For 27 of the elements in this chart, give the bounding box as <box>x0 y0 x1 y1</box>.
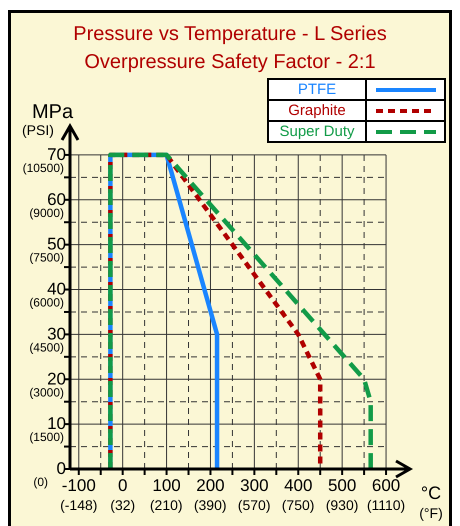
x-tick-label: 100 <box>152 476 181 495</box>
x2-tick-label: (-148) <box>60 497 98 513</box>
line-series <box>108 152 373 469</box>
y-axis-title: MPa <box>32 101 74 123</box>
x-tick-label: 600 <box>372 476 400 495</box>
x2-axis-title: (°F) <box>419 505 443 521</box>
chart-subtitle: Overpressure Safety Factor - 2:1 <box>83 50 377 75</box>
x-tick-label: 500 <box>328 476 356 495</box>
chart-title: Pressure vs Temperature - L Series <box>72 22 388 47</box>
x-tick-label: 0 <box>118 476 128 495</box>
text: PTFE <box>268 79 366 100</box>
legend-label: Super Duty <box>268 121 366 142</box>
y2-tick-label: (0) <box>33 475 48 489</box>
x-tick-label: 300 <box>240 476 269 495</box>
x-tick-label: 400 <box>284 476 312 495</box>
legend-label: Graphite <box>268 100 366 121</box>
x2-tick-label: (210) <box>150 497 183 513</box>
x-tick-label: 200 <box>196 476 225 495</box>
x-axis-title: °C <box>420 483 442 503</box>
x2-tick-label: (32) <box>110 497 136 513</box>
x-tick-label: -100 <box>62 476 96 495</box>
y2-axis-title: (PSI) <box>22 122 54 138</box>
x2-tick-label: (570) <box>238 497 270 513</box>
x2-tick-label: (750) <box>282 497 314 513</box>
x2-tick-label: (1110) <box>366 497 406 513</box>
x2-tick-label: (390) <box>194 497 227 513</box>
x2-tick-label: (930) <box>326 497 358 513</box>
